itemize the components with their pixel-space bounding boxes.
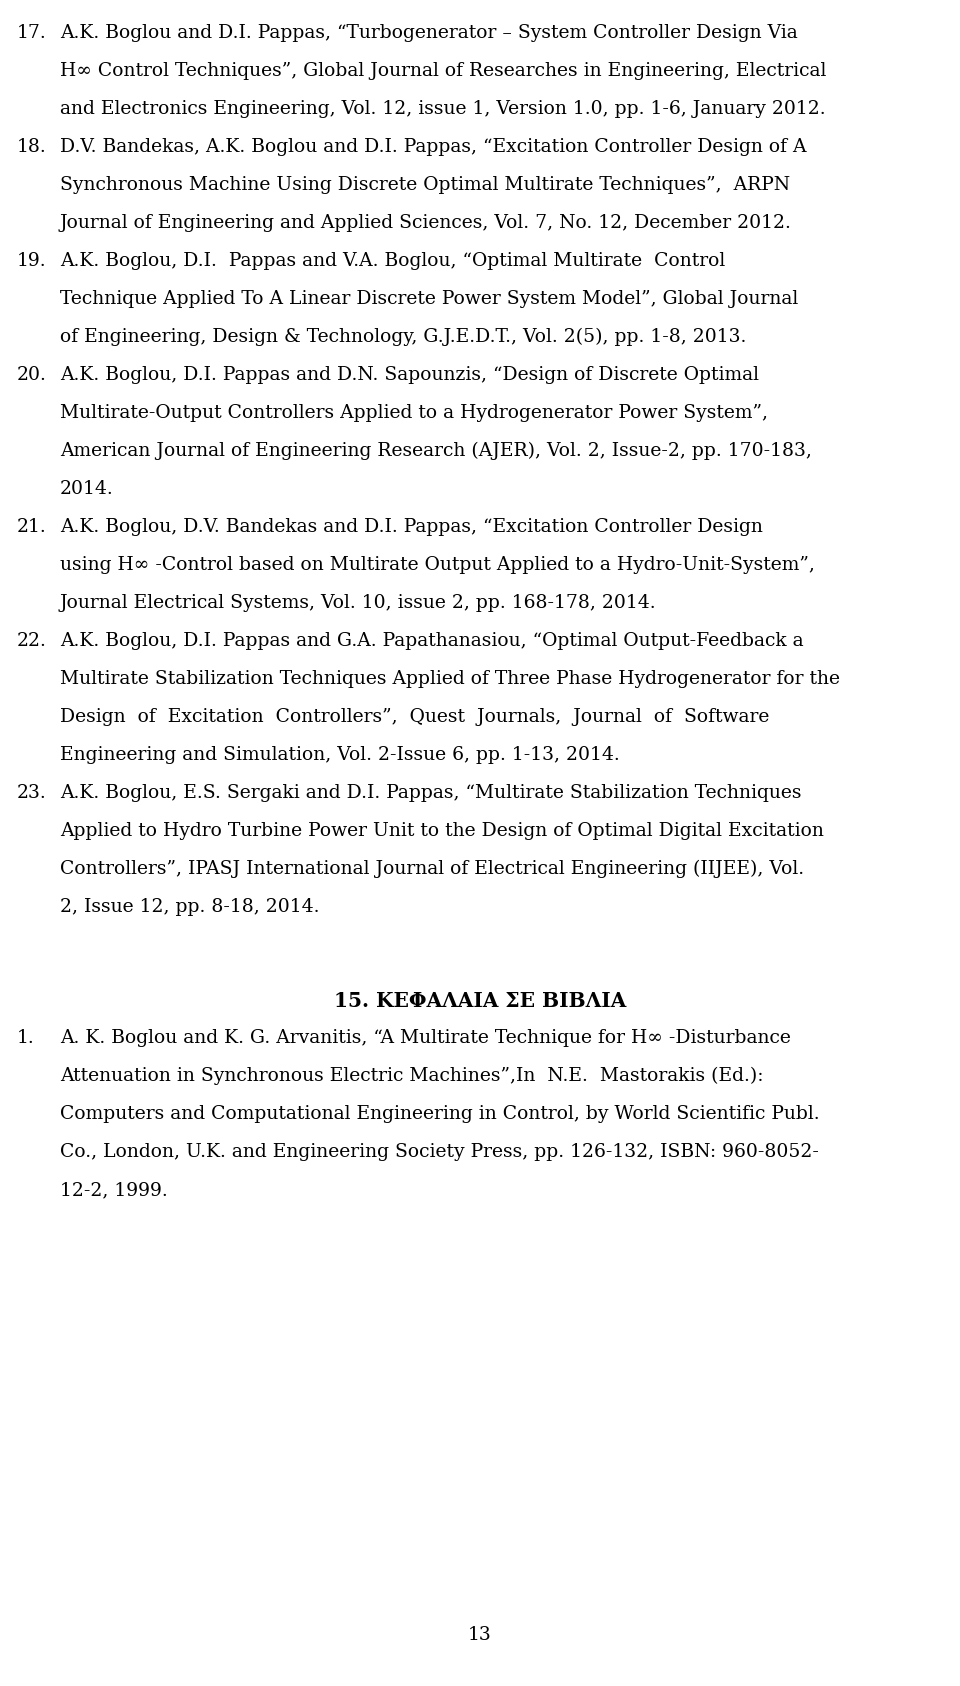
Text: 19.: 19. xyxy=(17,251,47,270)
Text: using H∞ -Control based on Multirate Output Applied to a Hydro-Unit-System”,: using H∞ -Control based on Multirate Out… xyxy=(60,556,815,573)
Text: 12-2, 1999.: 12-2, 1999. xyxy=(60,1180,168,1199)
Text: 1.: 1. xyxy=(17,1028,35,1047)
Text: 2, Issue 12, pp. 8-18, 2014.: 2, Issue 12, pp. 8-18, 2014. xyxy=(60,899,320,915)
Text: Design  of  Excitation  Controllers”,  Quest  Journals,  Journal  of  Software: Design of Excitation Controllers”, Quest… xyxy=(60,708,769,727)
Text: 23.: 23. xyxy=(17,784,47,803)
Text: D.V. Bandekas, A.K. Boglou and D.I. Pappas, “Excitation Controller Design of A: D.V. Bandekas, A.K. Boglou and D.I. Papp… xyxy=(60,138,806,157)
Text: Engineering and Simulation, Vol. 2-Issue 6, pp. 1-13, 2014.: Engineering and Simulation, Vol. 2-Issue… xyxy=(60,745,620,764)
Text: 17.: 17. xyxy=(17,24,47,42)
Text: 18.: 18. xyxy=(17,138,47,157)
Text: Synchronous Machine Using Discrete Optimal Multirate Techniques”,  ARPN: Synchronous Machine Using Discrete Optim… xyxy=(60,175,790,194)
Text: A. K. Boglou and K. G. Arvanitis, “A Multirate Technique for H∞ -Disturbance: A. K. Boglou and K. G. Arvanitis, “A Mul… xyxy=(60,1028,791,1047)
Text: Applied to Hydro Turbine Power Unit to the Design of Optimal Digital Excitation: Applied to Hydro Turbine Power Unit to t… xyxy=(60,823,824,840)
Text: 21.: 21. xyxy=(17,518,47,536)
Text: H∞ Control Techniques”, Global Journal of Researches in Engineering, Electrical: H∞ Control Techniques”, Global Journal o… xyxy=(60,62,827,79)
Text: 20.: 20. xyxy=(17,366,47,384)
Text: 15. ΚΕΦΑΛΑΙΑ ΣΕ ΒΙΒΛΙΑ: 15. ΚΕΦΑΛΑΙΑ ΣΕ ΒΙΒΛΙΑ xyxy=(334,991,626,1012)
Text: 22.: 22. xyxy=(17,632,47,651)
Text: Journal of Engineering and Applied Sciences, Vol. 7, No. 12, December 2012.: Journal of Engineering and Applied Scien… xyxy=(60,214,792,233)
Text: A.K. Boglou, D.I. Pappas and D.N. Sapounzis, “Design of Discrete Optimal: A.K. Boglou, D.I. Pappas and D.N. Sapoun… xyxy=(60,366,759,384)
Text: A.K. Boglou and D.I. Pappas, “Turbogenerator – System Controller Design Via: A.K. Boglou and D.I. Pappas, “Turbogener… xyxy=(60,24,798,42)
Text: 13: 13 xyxy=(468,1625,492,1644)
Text: American Journal of Engineering Research (AJER), Vol. 2, Issue-2, pp. 170-183,: American Journal of Engineering Research… xyxy=(60,442,812,460)
Text: 2014.: 2014. xyxy=(60,481,113,497)
Text: and Electronics Engineering, Vol. 12, issue 1, Version 1.0, pp. 1-6, January 201: and Electronics Engineering, Vol. 12, is… xyxy=(60,99,826,118)
Text: Controllers”, IPASJ International Journal of Electrical Engineering (IIJEE), Vol: Controllers”, IPASJ International Journa… xyxy=(60,860,804,878)
Text: Journal Electrical Systems, Vol. 10, issue 2, pp. 168-178, 2014.: Journal Electrical Systems, Vol. 10, iss… xyxy=(60,593,657,612)
Text: Co., London, U.K. and Engineering Society Press, pp. 126-132, ISBN: 960-8052-: Co., London, U.K. and Engineering Societ… xyxy=(60,1143,819,1162)
Text: A.K. Boglou, E.S. Sergaki and D.I. Pappas, “Multirate Stabilization Techniques: A.K. Boglou, E.S. Sergaki and D.I. Pappa… xyxy=(60,784,802,803)
Text: Technique Applied To A Linear Discrete Power System Model”, Global Journal: Technique Applied To A Linear Discrete P… xyxy=(60,290,799,309)
Text: A.K. Boglou, D.V. Bandekas and D.I. Pappas, “Excitation Controller Design: A.K. Boglou, D.V. Bandekas and D.I. Papp… xyxy=(60,518,763,536)
Text: A.K. Boglou, D.I.  Pappas and V.A. Boglou, “Optimal Multirate  Control: A.K. Boglou, D.I. Pappas and V.A. Boglou… xyxy=(60,251,725,270)
Text: Attenuation in Synchronous Electric Machines”,In  N.E.  Mastorakis (Ed.):: Attenuation in Synchronous Electric Mach… xyxy=(60,1067,763,1086)
Text: A.K. Boglou, D.I. Pappas and G.A. Papathanasiou, “Optimal Output-Feedback a: A.K. Boglou, D.I. Pappas and G.A. Papath… xyxy=(60,632,804,651)
Text: Multirate-Output Controllers Applied to a Hydrogenerator Power System”,: Multirate-Output Controllers Applied to … xyxy=(60,405,768,422)
Text: of Engineering, Design & Technology, G.J.E.D.T., Vol. 2(5), pp. 1-8, 2013.: of Engineering, Design & Technology, G.J… xyxy=(60,329,746,346)
Text: Computers and Computational Engineering in Control, by World Scientific Publ.: Computers and Computational Engineering … xyxy=(60,1104,820,1123)
Text: Multirate Stabilization Techniques Applied of Three Phase Hydrogenerator for the: Multirate Stabilization Techniques Appli… xyxy=(60,669,840,688)
